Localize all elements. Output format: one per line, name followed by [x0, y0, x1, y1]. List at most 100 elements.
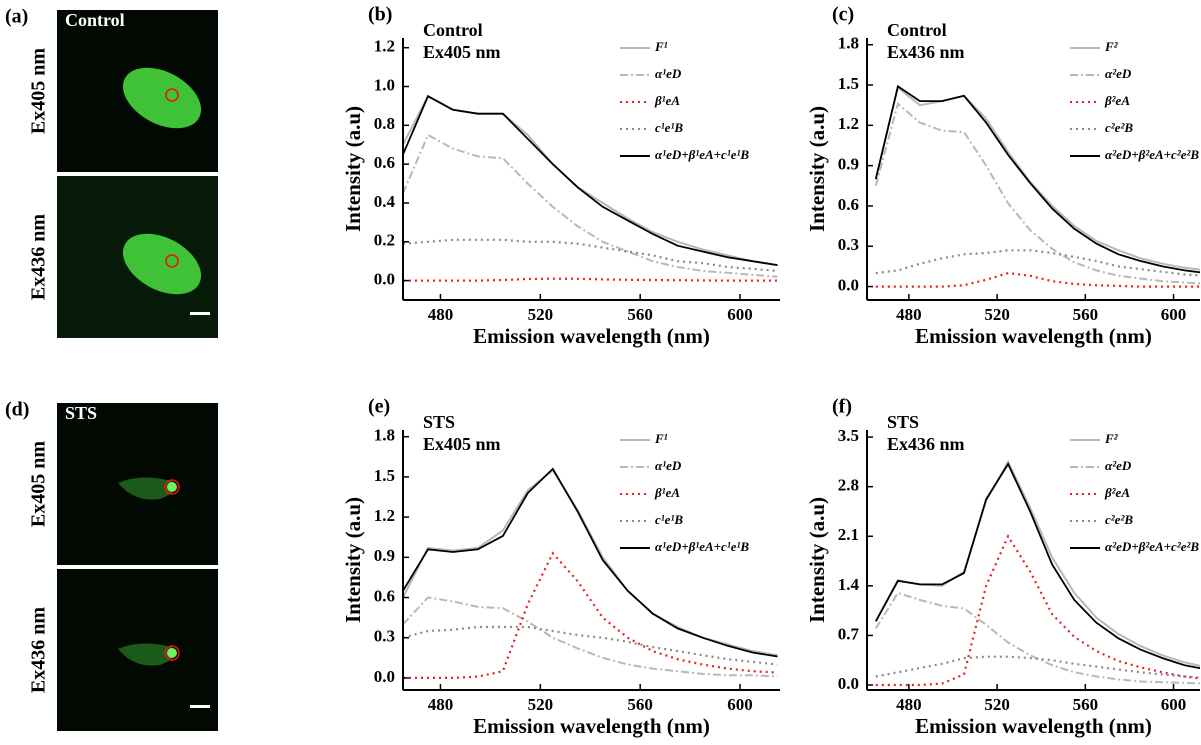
x-tick-label: 480 — [896, 305, 922, 324]
legend-label: α²eD+β²eA+c²e²B — [1105, 539, 1199, 554]
cell — [118, 477, 176, 500]
x-axis-label: Emission wavelength (nm) — [915, 324, 1152, 348]
x-tick-label: 560 — [1073, 305, 1099, 324]
y-axis-label: Intensity (a.u) — [805, 497, 829, 623]
x-tick-label: 600 — [727, 695, 753, 714]
y-tick-label: 2.1 — [838, 525, 859, 544]
row-label: Ex436 nm — [28, 214, 50, 300]
legend-label: F² — [1104, 431, 1119, 446]
organelle — [167, 482, 177, 492]
x-tick-label: 600 — [1161, 695, 1187, 714]
y-tick-label: 0.9 — [838, 155, 859, 174]
series-line — [403, 551, 778, 679]
legend-label: c¹e¹B — [655, 512, 683, 527]
series-line — [874, 85, 1200, 271]
y-tick-label: 1.8 — [838, 34, 859, 53]
annotation: Ex436 nm — [887, 42, 965, 62]
legend-label: α²eD+β²eA+c²e²B — [1105, 147, 1199, 162]
series-line — [875, 271, 1200, 288]
series-line — [874, 459, 1200, 667]
roi — [165, 254, 179, 268]
x-tick-label: 520 — [528, 305, 554, 324]
y-tick-label: 1.4 — [838, 575, 860, 594]
panel-label: (d) — [5, 399, 29, 421]
y-tick-label: 1.2 — [838, 114, 859, 133]
cell — [122, 67, 202, 129]
scale-bar — [190, 705, 210, 708]
series-line — [403, 277, 778, 282]
y-tick-label: 0.8 — [374, 114, 395, 133]
y-tick-label: 0.0 — [838, 275, 859, 294]
series-line — [874, 591, 1200, 685]
y-tick-label: 1.2 — [374, 506, 395, 525]
y-tick-label: 0.7 — [838, 624, 860, 643]
legend-label: β¹eA — [654, 485, 680, 500]
series-line — [403, 238, 778, 272]
series-line — [875, 462, 1200, 670]
x-tick-label: 520 — [984, 305, 1010, 324]
series-line — [403, 468, 778, 657]
annotation: Ex436 nm — [887, 434, 965, 454]
legend-label: c²e²B — [1105, 120, 1133, 135]
y-tick-label: 1.5 — [374, 466, 395, 485]
y-tick-label: 1.2 — [374, 37, 395, 56]
scale-bar — [190, 312, 210, 315]
legend-label: F¹ — [654, 39, 668, 54]
y-tick-label: 1.0 — [374, 75, 395, 94]
x-axis-label: Emission wavelength (nm) — [473, 324, 710, 348]
legend-label: α¹eD+β¹eA+c¹e¹B — [655, 539, 749, 554]
legend-label: F² — [1104, 39, 1119, 54]
y-tick-label: 1.5 — [838, 74, 859, 93]
roi — [164, 645, 180, 661]
y-axis-label: Intensity (a.u) — [341, 497, 365, 623]
legend-label: c²e²B — [1105, 512, 1133, 527]
y-tick-label: 0.0 — [374, 269, 395, 288]
condition-label: STS — [65, 403, 97, 423]
annotation: Control — [423, 20, 483, 40]
row-label: Ex436 nm — [28, 607, 50, 693]
x-tick-label: 520 — [984, 695, 1010, 714]
y-tick-label: 1.8 — [374, 426, 395, 445]
x-tick-label: 480 — [428, 305, 454, 324]
cell — [122, 233, 202, 295]
legend-label: β²eA — [1104, 93, 1130, 108]
series-line — [403, 94, 778, 266]
panel-label: (a) — [5, 6, 28, 28]
panel-label: (e) — [368, 396, 390, 418]
legend-label: β¹eA — [654, 93, 680, 108]
y-tick-label: 0.6 — [374, 153, 395, 172]
series-line — [403, 133, 778, 278]
x-tick-label: 560 — [1073, 695, 1099, 714]
legend-label: α¹eD+β¹eA+c¹e¹B — [655, 147, 749, 162]
annotation: Ex405 nm — [423, 42, 501, 62]
legend-label: c¹e¹B — [655, 120, 683, 135]
legend-label: α¹eD — [655, 66, 682, 81]
y-axis-label: Intensity (a.u) — [805, 106, 829, 232]
x-axis-label: Emission wavelength (nm) — [473, 714, 710, 738]
legend-label: α²eD — [1105, 458, 1132, 473]
roi — [164, 479, 180, 495]
y-tick-label: 0.6 — [838, 195, 859, 214]
row-label: Ex405 nm — [28, 48, 50, 134]
series-line — [874, 84, 1200, 274]
x-axis-label: Emission wavelength (nm) — [915, 714, 1152, 738]
y-tick-label: 0.0 — [838, 674, 859, 693]
x-tick-label: 520 — [528, 695, 554, 714]
x-tick-label: 560 — [627, 695, 653, 714]
y-tick-label: 0.9 — [374, 546, 395, 565]
legend-label: β²eA — [1104, 485, 1130, 500]
panel-label: (f) — [832, 396, 852, 418]
y-tick-label: 3.5 — [838, 426, 859, 445]
y-tick-label: 0.3 — [838, 235, 859, 254]
condition-label: Control — [65, 10, 125, 30]
y-tick-label: 0.4 — [374, 192, 396, 211]
y-tick-label: 0.0 — [374, 667, 395, 686]
y-tick-label: 0.6 — [374, 586, 395, 605]
series-line — [875, 655, 1200, 679]
annotation: Control — [887, 20, 947, 40]
series-line — [874, 102, 1200, 285]
panel-label: (b) — [368, 4, 392, 26]
x-tick-label: 480 — [428, 695, 454, 714]
